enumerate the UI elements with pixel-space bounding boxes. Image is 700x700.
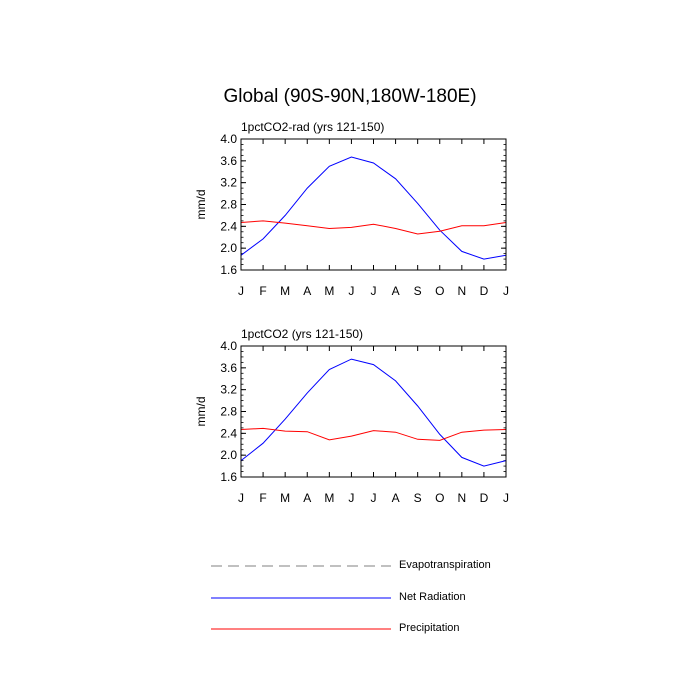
x-tick-label: J: [238, 491, 244, 505]
x-tick-label: J: [371, 284, 377, 298]
x-tick-label: J: [238, 284, 244, 298]
x-tick-label: M: [280, 491, 290, 505]
x-tick-label: F: [259, 284, 266, 298]
x-tick-label: J: [348, 284, 354, 298]
y-tick-label: 1.6: [220, 470, 237, 484]
series-line-precipitation: [240, 220, 507, 235]
x-tick-label: O: [435, 491, 444, 505]
x-tick-label: A: [392, 284, 400, 298]
x-tick-label: F: [259, 491, 266, 505]
series-line-precipitation: [240, 427, 507, 441]
x-tick-label: N: [457, 284, 466, 298]
panel-subtitle: 1pctCO2-rad (yrs 121-150): [241, 120, 384, 134]
y-tick-label: 2.8: [220, 198, 237, 212]
plot-frame: [240, 345, 507, 478]
x-tick-label: J: [503, 491, 509, 505]
x-tick-label: M: [280, 284, 290, 298]
x-tick-label: M: [324, 284, 334, 298]
x-tick-label: S: [414, 284, 422, 298]
y-tick-label: 3.2: [220, 383, 237, 397]
chart-panel-1: 1pctCO2-rad (yrs 121-150) mm/d 1.6 2.0 2.4 2.…: [194, 120, 509, 298]
x-tick-label: D: [480, 491, 489, 505]
x-tick-label: O: [435, 284, 444, 298]
legend-label: Evapotranspiration: [399, 559, 491, 571]
x-tick-label: N: [457, 491, 466, 505]
y-tick-label: 3.2: [220, 176, 237, 190]
chart-title: Global (90S-90N,180W-180E): [223, 86, 477, 107]
x-tick-label: S: [414, 491, 422, 505]
y-tick-label: 2.0: [220, 448, 237, 462]
y-tick-label: 1.6: [220, 263, 237, 277]
x-tick-label: J: [348, 491, 354, 505]
series-line-net-radiation: [240, 358, 507, 467]
y-axis-label: mm/d: [194, 397, 208, 427]
x-tick-label: A: [392, 491, 400, 505]
legend-label: Net Radiation: [399, 591, 466, 603]
plot-frame: [240, 138, 507, 271]
panel-subtitle: 1pctCO2 (yrs 121-150): [241, 327, 363, 341]
chart-panel-2: 1pctCO2 (yrs 121-150) mm/d 1.6 2.0 2.4 2.8 3.2…: [194, 327, 509, 505]
series-line-net-radiation: [240, 156, 507, 260]
y-axis-label: mm/d: [194, 190, 208, 220]
y-tick-label: 4.0: [220, 339, 237, 353]
y-tick-label: 2.8: [220, 405, 237, 419]
y-tick-label: 2.0: [220, 241, 237, 255]
y-tick-label: 2.4: [220, 426, 237, 440]
x-tick-label: J: [503, 284, 509, 298]
x-tick-label: D: [480, 284, 489, 298]
x-tick-label: J: [371, 491, 377, 505]
x-tick-label: A: [303, 284, 311, 298]
x-tick-label: M: [324, 491, 334, 505]
y-tick-label: 4.0: [220, 132, 237, 146]
y-tick-label: 3.6: [220, 154, 237, 168]
y-tick-label: 3.6: [220, 361, 237, 375]
y-tick-label: 2.4: [220, 219, 237, 233]
legend-label: Precipitation: [399, 622, 460, 634]
x-tick-label: A: [303, 491, 311, 505]
